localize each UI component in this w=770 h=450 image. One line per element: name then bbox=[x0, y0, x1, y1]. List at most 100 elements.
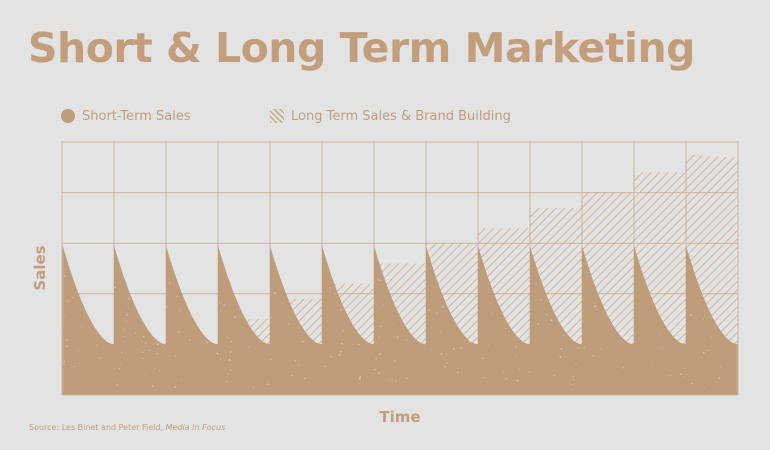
speckle-dot bbox=[366, 336, 368, 338]
speckle-dot bbox=[330, 355, 332, 358]
speckle-dot bbox=[342, 329, 344, 332]
speckle-dot bbox=[176, 296, 178, 298]
speckle-dot bbox=[683, 367, 685, 369]
speckle-dot bbox=[733, 289, 736, 292]
speckle-dot bbox=[147, 303, 149, 306]
speckle-dot bbox=[703, 386, 705, 388]
speckle-dot bbox=[516, 379, 519, 382]
speckle-dot bbox=[602, 371, 604, 373]
speckle-dot bbox=[730, 314, 733, 316]
speckle-dot bbox=[715, 285, 718, 287]
speckle-dot bbox=[248, 346, 250, 348]
speckle-dot bbox=[568, 291, 570, 294]
speckle-dot bbox=[660, 278, 663, 281]
speckle-dot bbox=[73, 366, 75, 368]
short-term-segment bbox=[582, 245, 634, 395]
speckle-dot bbox=[505, 378, 508, 380]
plot-frame bbox=[61, 141, 739, 396]
y-axis-label: Sales bbox=[31, 245, 49, 291]
speckle-dot bbox=[270, 316, 272, 318]
speckle-dot bbox=[379, 325, 382, 328]
speckle-dot bbox=[359, 376, 362, 379]
speckle-dot bbox=[226, 336, 228, 338]
speckle-dot bbox=[562, 334, 565, 337]
short-term-segment bbox=[686, 245, 738, 395]
speckle-dot bbox=[294, 360, 297, 362]
short-term-segment bbox=[270, 245, 322, 395]
speckle-dot bbox=[659, 333, 661, 335]
speckle-dot bbox=[378, 353, 381, 356]
speckle-dot bbox=[397, 339, 399, 341]
speckle-dot bbox=[571, 383, 573, 386]
speckle-dot bbox=[405, 339, 408, 342]
source-note: Source: Les Binet and Peter Field, Media… bbox=[29, 423, 225, 432]
speckle-dot bbox=[482, 357, 484, 360]
speckle-dot bbox=[670, 323, 672, 326]
speckle-dot bbox=[383, 304, 385, 306]
short-term-segment bbox=[530, 245, 582, 395]
speckle-dot bbox=[446, 362, 448, 364]
speckle-dot bbox=[66, 339, 68, 341]
speckle-dot bbox=[216, 352, 218, 354]
speckle-dot bbox=[674, 318, 677, 320]
speckle-dot bbox=[63, 275, 66, 277]
speckle-dot bbox=[568, 297, 571, 299]
source-publication: Media In Focus bbox=[165, 423, 226, 432]
speckle-dot bbox=[577, 295, 579, 298]
speckle-dot bbox=[492, 312, 494, 314]
speckle-dot bbox=[593, 274, 595, 276]
speckle-dot bbox=[540, 298, 542, 301]
speckle-dot bbox=[118, 368, 121, 370]
speckle-dot bbox=[551, 350, 553, 352]
speckle-dot bbox=[714, 295, 716, 298]
chart-title: Short & Long Term Marketing bbox=[28, 24, 696, 72]
speckle-dot bbox=[536, 322, 539, 325]
speckle-dot bbox=[402, 295, 405, 298]
speckle-dot bbox=[125, 313, 128, 316]
speckle-dot bbox=[329, 287, 331, 289]
speckle-dot bbox=[583, 346, 586, 349]
speckle-dot bbox=[94, 279, 97, 282]
speckle-dot bbox=[123, 335, 125, 338]
legend-label-long-term: Long Term Sales & Brand Building bbox=[291, 108, 511, 124]
short-term-area bbox=[62, 243, 738, 395]
speckle-dot bbox=[577, 346, 579, 349]
speckle-dot bbox=[212, 342, 214, 344]
speckle-dot bbox=[243, 299, 246, 302]
speckle-dot bbox=[528, 371, 531, 374]
speckle-dot bbox=[125, 303, 127, 305]
speckle-dot bbox=[119, 362, 121, 364]
speckle-dot bbox=[702, 351, 705, 354]
speckle-dot bbox=[378, 279, 381, 281]
speckle-dot bbox=[228, 359, 231, 361]
speckle-dot bbox=[161, 345, 164, 347]
speckle-dot bbox=[358, 377, 361, 380]
speckle-dot bbox=[220, 310, 222, 312]
speckle-dot bbox=[676, 326, 678, 328]
speckle-dot bbox=[645, 336, 647, 338]
speckle-dot bbox=[285, 383, 286, 385]
speckle-dot bbox=[629, 278, 631, 280]
speckle-dot bbox=[174, 355, 176, 357]
speckle-dot bbox=[235, 316, 236, 318]
speckle-dot bbox=[372, 327, 374, 330]
speckle-dot bbox=[710, 336, 712, 338]
speckle-dot bbox=[393, 360, 396, 362]
speckle-dot bbox=[125, 319, 127, 321]
texture-speckles bbox=[61, 274, 738, 389]
speckle-dot bbox=[408, 283, 411, 286]
speckle-dot bbox=[397, 336, 399, 338]
speckle-dot bbox=[661, 347, 664, 349]
speckle-dot bbox=[731, 311, 733, 313]
speckle-dot bbox=[690, 382, 693, 385]
speckle-dot bbox=[440, 352, 443, 355]
speckle-dot bbox=[273, 292, 276, 295]
speckle-dot bbox=[189, 338, 191, 341]
speckle-dot bbox=[572, 375, 574, 378]
legend-item-long-term: Long Term Sales & Brand Building bbox=[270, 107, 511, 125]
speckle-dot bbox=[522, 306, 524, 308]
speckle-dot bbox=[519, 281, 521, 283]
speckle-dot bbox=[428, 309, 431, 312]
speckle-dot bbox=[115, 281, 117, 283]
speckle-dot bbox=[221, 302, 223, 304]
